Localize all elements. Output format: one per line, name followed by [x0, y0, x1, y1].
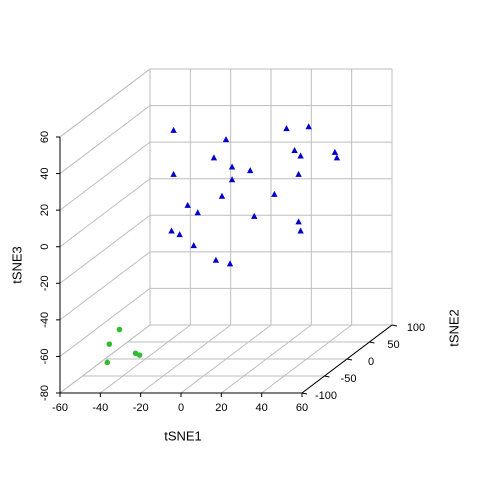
point: [168, 227, 175, 234]
x-tick-label: -20: [133, 402, 149, 414]
y-tick: [369, 341, 375, 344]
z-tick-label: 60: [39, 131, 51, 143]
point: [305, 123, 312, 130]
x-tick-label: 40: [256, 402, 268, 414]
z-tick-label: -80: [39, 385, 51, 401]
x-axis-label: tSNE1: [164, 428, 202, 443]
x-tick-label: -60: [52, 402, 68, 414]
y-tick: [346, 358, 353, 361]
x-tick-label: 60: [296, 402, 308, 414]
z-axis-label: tSNE3: [9, 246, 24, 284]
z-tick-label: -20: [39, 275, 51, 291]
point: [251, 212, 258, 219]
point: [104, 359, 111, 366]
point: [210, 154, 218, 161]
point: [170, 126, 177, 133]
point: [247, 167, 254, 174]
point: [295, 218, 302, 225]
point: [136, 352, 143, 358]
point: [190, 242, 197, 249]
point: [226, 260, 234, 267]
y-tick-label: 0: [368, 356, 374, 368]
point: [222, 136, 230, 143]
box-edge: [59, 68, 151, 138]
y-tick-label: 100: [407, 322, 425, 334]
x-tick-label: -40: [92, 402, 108, 414]
point: [212, 256, 220, 263]
point: [271, 190, 278, 197]
point: [228, 176, 236, 183]
point: [194, 209, 201, 216]
grid-line: [59, 288, 151, 357]
point: [116, 326, 123, 333]
z-tick-label: -40: [39, 312, 51, 328]
point: [297, 152, 304, 159]
grid-line: [59, 178, 151, 248]
grid-line: [59, 214, 151, 284]
point: [228, 163, 236, 170]
z-tick-label: -60: [39, 348, 51, 364]
point: [291, 147, 298, 154]
y-tick: [301, 392, 308, 395]
grid-line: [59, 141, 151, 211]
point: [218, 192, 226, 199]
y-tick: [324, 375, 330, 378]
point: [176, 231, 183, 238]
x-tick-label: 20: [215, 402, 227, 414]
point: [283, 125, 290, 132]
point: [297, 227, 304, 234]
grid-line: [59, 251, 151, 321]
grid-line: [59, 105, 151, 174]
z-tick-label: 0: [39, 244, 51, 250]
y-tick-label: -100: [315, 390, 337, 402]
point: [333, 154, 341, 161]
z-tick-label: 20: [39, 204, 51, 216]
point: [331, 148, 339, 155]
point: [184, 201, 191, 208]
y-tick-label: -50: [341, 373, 357, 385]
point: [170, 170, 177, 177]
y-tick-label: 50: [387, 339, 399, 351]
y-tick: [391, 324, 398, 327]
x-tick-label: 0: [178, 402, 184, 414]
y-axis-label: tSNE2: [446, 309, 461, 347]
z-tick-label: 40: [39, 167, 51, 179]
point: [295, 170, 302, 177]
point: [106, 341, 113, 347]
